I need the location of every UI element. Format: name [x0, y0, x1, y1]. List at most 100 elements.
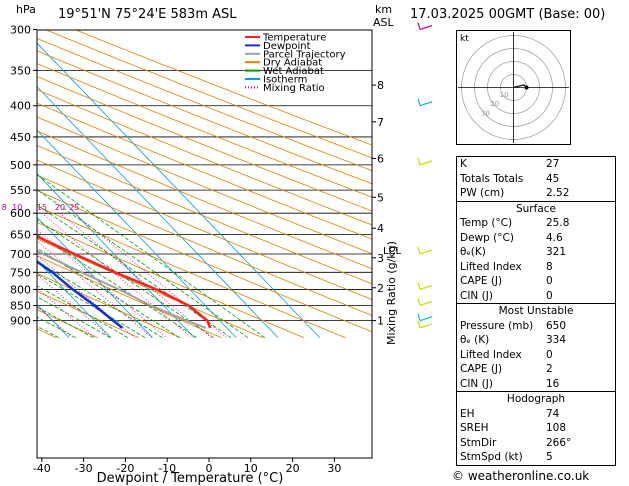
surface-value: 8: [546, 260, 553, 273]
isotherm-line: [37, 129, 237, 339]
wind-barb: [419, 101, 433, 107]
wet-adiabat-line: [37, 204, 232, 339]
most-unstable-value: 334: [546, 334, 567, 346]
mixing-ratio-line: [59, 212, 212, 339]
wind-barb-flag: [417, 22, 421, 30]
hodograph-param-value: 74: [546, 407, 560, 420]
temperature-tick-label: 0: [206, 462, 213, 475]
legend-entry: Dewpoint: [263, 41, 311, 52]
lcl-label: LCL: [383, 246, 402, 257]
most-unstable-value: 2: [546, 363, 553, 375]
dry-adiabat-line: [37, 189, 372, 333]
isotherm-line: [37, 216, 153, 339]
wind-barb: [419, 160, 433, 166]
most-unstable-row: θₑ (K) 334: [457, 333, 615, 348]
most-unstable-row: Lifted Index 0: [457, 348, 615, 363]
km-tick-label: 8: [377, 79, 384, 92]
dry-adiabat-line: [37, 37, 372, 172]
most-unstable-value: 0: [546, 348, 553, 361]
series-line-parcel-trajectory: [37, 249, 207, 329]
temperature-tick-label: -40: [33, 462, 51, 475]
hodograph-param-row: StmSpd (kt) 5: [457, 450, 615, 465]
pressure-tick-label: 350: [10, 64, 31, 77]
dry-adiabat-line: [37, 221, 305, 339]
pressure-tick-label: 850: [10, 299, 31, 312]
dry-adiabat-line: [37, 290, 140, 339]
mixing-ratio-label: 25: [69, 203, 79, 212]
surface-title: Surface: [515, 202, 556, 215]
hodograph-param-row: SREH 108: [457, 421, 615, 436]
hodograph-table-title: Hodograph: [506, 393, 566, 405]
temperature-tick-label: -30: [75, 462, 93, 475]
pressure-tick-label: 900: [10, 315, 31, 328]
most-unstable-value: 16: [546, 377, 560, 390]
pressure-tick-label: 600: [10, 207, 31, 220]
wind-barb: [419, 24, 433, 31]
surface-label: CIN (J): [460, 289, 493, 302]
pressure-tick-label: 750: [10, 266, 31, 279]
indices-table: K 27 Totals Totals 45 PW (cm) 2.52 Surface Te…: [456, 156, 616, 466]
hodograph-ring-label: 30: [481, 110, 490, 118]
legend-entry: Wet Adiabat: [263, 66, 324, 77]
dry-adiabat-line: [45, 30, 372, 159]
most-unstable-label: θₑ (K): [460, 334, 490, 346]
mixing-ratio-line: [41, 212, 193, 339]
dry-adiabat-line: [37, 50, 372, 185]
surface-row: Temp (°C) 25.8: [457, 216, 615, 231]
surface-value: 0: [546, 275, 553, 287]
dry-adiabat-line: [37, 130, 372, 270]
temperature-tick-label: 30: [327, 462, 341, 475]
hodograph-param-label: SREH: [460, 422, 489, 434]
plot-frame: [36, 29, 373, 459]
wind-barb: [419, 249, 433, 255]
hodograph-storm-motion: [524, 85, 529, 90]
x-axis-label: Dewpoint / Temperature (°C): [97, 471, 284, 486]
asl-label: ASL: [373, 16, 394, 29]
surface-label: Temp (°C): [460, 217, 513, 229]
pressure-tick-label: 400: [10, 100, 31, 113]
dry-adiabat-line: [37, 174, 372, 316]
most-unstable-label: Lifted Index: [460, 348, 522, 361]
km-tick-label: 7: [377, 116, 384, 129]
wet-adiabat-line: [37, 219, 215, 339]
wind-barb-flag: [417, 246, 421, 255]
wet-adiabat-line: [37, 261, 163, 339]
hodograph-ring-label: 10: [500, 91, 509, 99]
surface-row: CIN (J) 0: [457, 289, 615, 304]
wet-adiabat-line: [37, 296, 111, 339]
pressure-tick-label: 300: [10, 24, 31, 37]
km-tick-label: 6: [377, 152, 384, 165]
dry-adiabat-line: [37, 116, 372, 255]
km-tick-label: 1: [377, 315, 384, 328]
dry-adiabat-line: [37, 205, 346, 339]
index-value: 2.52: [546, 187, 570, 199]
wet-adiabat-line: [37, 247, 180, 339]
legend-entry: Isotherm: [263, 75, 307, 86]
hpa-label: hPa: [16, 3, 36, 16]
mixing-ratio-line: [74, 212, 227, 339]
most-unstable-value: 650: [546, 319, 567, 332]
isotherm-line: [37, 86, 279, 339]
surface-label: CAPE (J): [460, 275, 503, 287]
pressure-tick-label: 500: [10, 159, 31, 172]
km-tick-label: 4: [377, 222, 384, 235]
legend-entry: Mixing Ratio: [263, 83, 325, 94]
surface-row: Lifted Index 8: [457, 260, 615, 275]
pressure-tick-label: 550: [10, 184, 31, 197]
dry-adiabat-line: [37, 63, 372, 198]
pressure-tick-label: 800: [10, 283, 31, 296]
km-tick-label: 5: [377, 191, 384, 204]
surface-row: CAPE (J) 0: [457, 274, 615, 289]
mixing-ratio-line: [37, 274, 112, 339]
mixing-ratio-axis-label: Mixing Ratio (g/kg): [385, 241, 398, 345]
hodograph-param-value: 266°: [546, 436, 572, 449]
most-unstable-row: CIN (J) 16: [457, 377, 615, 392]
location-label: 19°51'N 75°24'E 583m ASL: [58, 7, 237, 22]
wind-barb: [419, 284, 433, 290]
hodograph-param-row: StmDir 266°: [457, 436, 615, 451]
mixing-ratio-label: 10: [12, 203, 22, 212]
index-row: Totals Totals 45: [457, 172, 615, 187]
wind-barb-flag: [417, 282, 421, 290]
pressure-tick-label: 650: [10, 228, 31, 241]
index-row: K 27: [457, 157, 615, 172]
